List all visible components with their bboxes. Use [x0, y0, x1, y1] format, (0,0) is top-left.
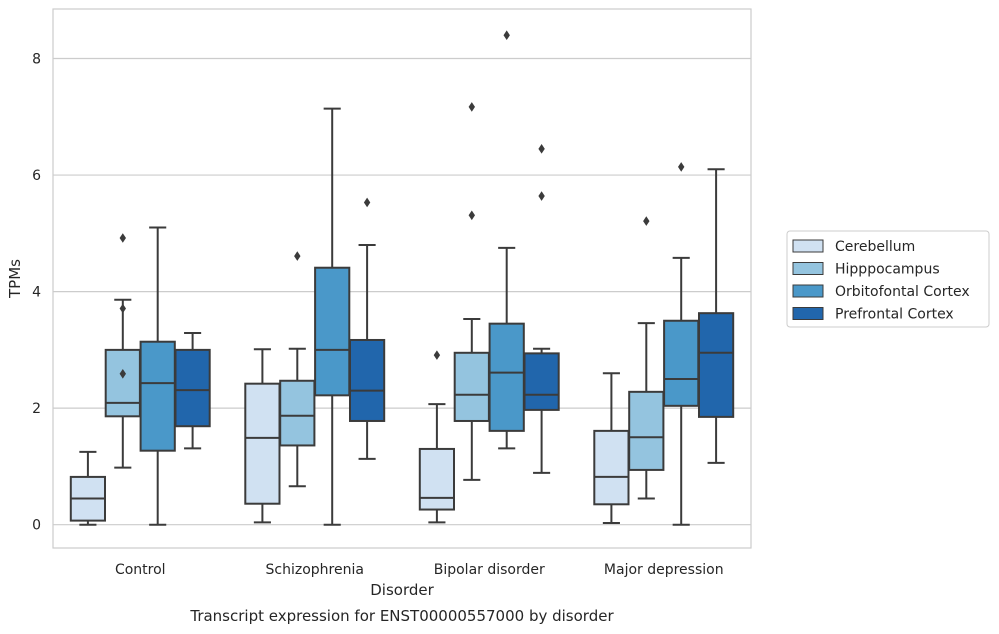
box-hipppocampus [628, 216, 665, 500]
outlier-point [468, 102, 475, 112]
y-tick-label: 4 [32, 285, 41, 301]
box-hipppocampus [279, 251, 316, 488]
x-tick-label: Control [115, 562, 166, 578]
y-axis-label: TPMs [6, 259, 24, 299]
y-tick-label: 2 [32, 401, 41, 417]
box-body [453, 351, 490, 422]
box-body [244, 382, 281, 505]
box-orbitofontal-cortex [488, 30, 525, 450]
legend-swatch [792, 239, 824, 253]
outlier-point [503, 30, 510, 41]
legend: Cerebellum Hipppocampus Orbitofontal Corte… [786, 230, 990, 328]
outlier-point [678, 162, 685, 172]
outlier-point [294, 251, 301, 261]
box-prefrontal-cortex [697, 168, 735, 464]
box-prefrontal-cortex [348, 197, 386, 460]
box-body [697, 312, 735, 418]
box-body [104, 348, 141, 418]
box-body [348, 338, 386, 422]
box-hipppocampus [104, 233, 141, 469]
box-body [628, 390, 665, 471]
legend-frame [786, 230, 990, 328]
box-body [488, 322, 525, 432]
outlier-point [538, 191, 545, 201]
box-prefrontal-cortex [174, 331, 211, 450]
y-tick-label: 0 [32, 518, 41, 534]
legend-swatch [792, 284, 824, 298]
box-cerebellum [69, 450, 107, 526]
legend-label: Hipppocampus [835, 262, 940, 278]
outlier-point [433, 350, 441, 360]
box-prefrontal-cortex [523, 144, 560, 474]
box-body [174, 348, 211, 428]
legend-swatch [792, 262, 824, 275]
box-orbitofontal-cortex [663, 162, 700, 526]
legend-label: Prefrontal Cortex [835, 307, 954, 323]
outlier-point [119, 233, 126, 243]
box-body [418, 447, 456, 511]
outlier-point [643, 216, 650, 226]
box-orbitofontal-cortex [314, 107, 351, 526]
outlier-point [468, 210, 475, 221]
box-cerebellum [244, 348, 281, 524]
legend-swatch [792, 307, 824, 320]
box-orbitofontal-cortex [139, 226, 176, 526]
box-body [523, 352, 560, 411]
x-tick-label: Major depression [604, 562, 724, 578]
outlier-point [119, 303, 126, 314]
chart-caption: Transcript expression for ENST0000055700… [189, 607, 614, 625]
box-body [663, 319, 700, 407]
legend-label: Cerebellum [835, 239, 915, 255]
box-hipppocampus [453, 102, 490, 481]
plot-frame [52, 8, 752, 549]
box-cerebellum [593, 372, 630, 524]
x-tick-label: Schizophrenia [266, 562, 364, 578]
x-axis-label: Disorder [370, 581, 434, 599]
box-body [314, 266, 351, 397]
box-body [279, 379, 316, 447]
y-tick-label: 6 [32, 168, 41, 184]
box-body [593, 429, 630, 506]
y-tick-label: 8 [32, 52, 41, 68]
box-body [139, 340, 176, 452]
x-tick-label: Bipolar disorder [434, 562, 545, 578]
y-tick-labels: 0 2 4 6 8 [32, 52, 41, 534]
outlier-point [119, 368, 126, 379]
box-cerebellum [418, 350, 456, 524]
box-groups [69, 30, 735, 526]
outlier-point [363, 197, 371, 208]
outlier-point [538, 144, 545, 154]
legend-label: Orbitofontal Cortex [835, 284, 970, 300]
x-tick-labels: Control Schizophrenia Bipolar disorder Majo… [115, 562, 724, 578]
